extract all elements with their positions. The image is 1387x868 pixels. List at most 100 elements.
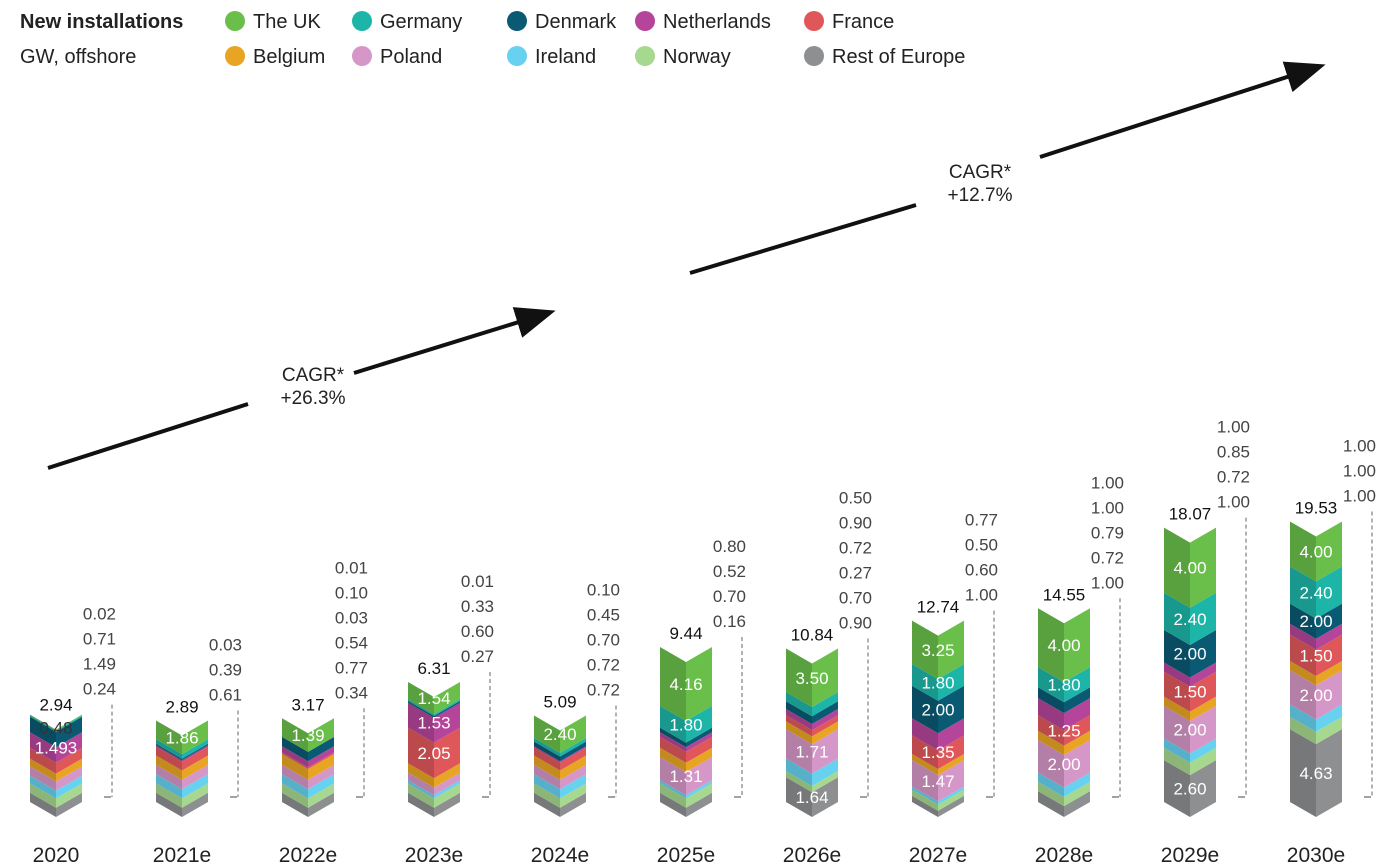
bar-segment <box>1190 592 1216 645</box>
legend-item: Belgium <box>225 46 325 68</box>
segment-label: 1.39 <box>291 726 324 745</box>
bar-segment <box>812 648 838 707</box>
bar-segment <box>812 758 838 786</box>
bar-segment <box>1064 698 1090 731</box>
side-label: 0.85 <box>1217 443 1250 462</box>
bar-segment <box>1290 670 1316 720</box>
side-label: 1.00 <box>1091 498 1124 517</box>
bar-segment <box>786 771 812 793</box>
legend-label: The UK <box>253 11 321 33</box>
side-label: 0.52 <box>713 562 746 581</box>
segment-label: 1.50 <box>1173 683 1206 702</box>
bar-segment <box>1290 634 1316 676</box>
bar-segment <box>56 775 82 799</box>
bar-segment <box>308 783 334 808</box>
bar-segment <box>938 753 964 776</box>
bar-segment <box>434 682 460 715</box>
segment-label: 1.71 <box>795 742 828 761</box>
side-label: 0.10 <box>587 581 620 600</box>
segment-label: 1.493 <box>35 739 78 758</box>
bar-segment <box>534 737 560 757</box>
bar-segment <box>1290 623 1316 650</box>
bar-segment <box>534 774 560 799</box>
bar-segment <box>408 780 434 799</box>
legend-swatch <box>507 11 527 31</box>
bar-segment <box>308 774 334 799</box>
legend-label: Norway <box>663 46 731 68</box>
total-label: 5.09 <box>543 693 576 712</box>
total-label: 10.84 <box>791 626 834 645</box>
side-label: 0.72 <box>1091 548 1124 567</box>
bar-group: 2.05 1.53 1.54 6.31 0.01 0.33 0.60 0.27 2023e <box>405 572 494 867</box>
bar-segment <box>1064 608 1090 683</box>
legend-swatch <box>635 46 655 66</box>
x-tick-label: 2028e <box>1035 844 1093 867</box>
bar-segment <box>56 792 82 817</box>
legend-swatch <box>225 11 245 31</box>
side-label: 0.70 <box>713 587 746 606</box>
bar-segment <box>1164 629 1190 678</box>
segment-label: 4.16 <box>669 675 702 694</box>
bar-segment <box>812 709 838 731</box>
side-label: 0.27 <box>461 647 494 666</box>
bar-segment <box>1316 716 1342 745</box>
bar-segment <box>912 620 938 680</box>
bar-segment <box>1164 696 1190 721</box>
legend-label: France <box>832 11 894 33</box>
bar-group: 4.63 2.00 1.50 2.00 2.40 4.00 19.53 1.00 1.00 1.0… <box>1287 436 1376 867</box>
side-label: 0.01 <box>335 558 368 577</box>
segment-label: 1.47 <box>921 772 954 791</box>
bar-segment <box>156 720 182 755</box>
bar-segment <box>660 732 686 752</box>
segment-label: 2.00 <box>921 701 954 720</box>
bar-segment <box>282 764 308 790</box>
bar-segment <box>812 729 838 774</box>
segment-label: 2.40 <box>1299 584 1332 603</box>
bar-segment <box>686 647 712 721</box>
legend-swatch <box>635 11 655 31</box>
bar-segment <box>308 752 334 769</box>
bar-segment <box>1064 791 1090 817</box>
segment-label: 1.86 <box>165 728 198 747</box>
bar-segment <box>182 720 208 755</box>
bar-segment <box>282 753 308 780</box>
bar-segment <box>560 764 586 790</box>
bar-segment <box>434 780 460 799</box>
segment-label: 2.00 <box>1047 755 1080 774</box>
bar-segment <box>1038 608 1064 683</box>
chart-subtitle: GW, offshore <box>20 46 136 68</box>
side-label: 1.00 <box>1343 486 1376 505</box>
legend-item: France <box>804 11 894 33</box>
legend-label: Belgium <box>253 46 325 68</box>
legend-item: The UK <box>225 11 321 33</box>
bar-segment <box>1190 696 1216 721</box>
segment-label: 1.50 <box>1299 646 1332 665</box>
side-label: 0.01 <box>461 572 494 591</box>
bar-segment <box>560 755 586 780</box>
side-label: 0.24 <box>83 680 116 699</box>
side-label: 0.45 <box>587 606 620 625</box>
bar-segment <box>1190 705 1216 754</box>
legend-label: Netherlands <box>663 11 771 33</box>
bar-segment <box>156 764 182 790</box>
bar-segment <box>534 741 560 762</box>
bar-segment <box>912 795 938 817</box>
chart-title: New installations <box>20 11 183 33</box>
bar-segment <box>156 743 182 761</box>
legend-swatch <box>352 11 372 31</box>
bar-segment <box>786 729 812 774</box>
bar-segment <box>786 709 812 731</box>
side-label: 0.71 <box>83 630 116 649</box>
bar-segment <box>156 746 182 771</box>
bar-segment <box>560 792 586 817</box>
legend-label: Denmark <box>535 11 617 33</box>
bar-segment <box>282 774 308 799</box>
segment-label: 1.80 <box>1047 676 1080 695</box>
bar-segment <box>912 735 938 769</box>
bar-segment <box>30 792 56 817</box>
bar-segment <box>1038 730 1064 755</box>
bar-segment <box>408 727 434 779</box>
bar-segment <box>434 763 460 788</box>
